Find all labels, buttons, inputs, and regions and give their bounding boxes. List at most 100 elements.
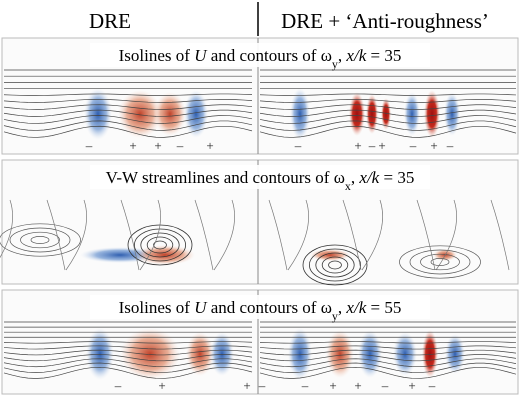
streamline-vortex	[146, 236, 174, 254]
streamline-vortex	[133, 228, 186, 262]
streamline-vortex	[399, 245, 481, 279]
streamline	[435, 199, 457, 271]
streamline-vortex	[420, 253, 460, 271]
isoline	[259, 93, 517, 96]
streamline-vortex	[315, 252, 355, 278]
sign-label: –	[258, 378, 266, 393]
sign-label: +	[154, 138, 161, 153]
streamline	[416, 199, 436, 271]
sign-label: +	[378, 138, 385, 153]
sign-label: –	[446, 138, 454, 153]
streamline-vortex	[302, 244, 368, 286]
sign-label: +	[408, 378, 415, 393]
isoline	[3, 345, 253, 350]
streamline	[194, 199, 214, 271]
streamline	[342, 199, 362, 271]
streamline-vortex	[30, 236, 50, 244]
title-part: Isolines of	[119, 46, 195, 65]
streamline	[361, 199, 383, 271]
title-part: ,	[351, 168, 360, 187]
title-part: = 55	[366, 298, 401, 317]
title-part: x/k	[358, 168, 379, 187]
title-part: = 35	[366, 46, 401, 65]
streamline	[120, 199, 140, 271]
title-part: U	[194, 46, 208, 65]
sign-label: –	[301, 378, 309, 393]
isoline	[259, 115, 517, 124]
streamline	[490, 199, 510, 271]
sign-label: –	[368, 138, 376, 153]
vorticity-contour	[444, 92, 460, 136]
vorticity-contour	[424, 90, 440, 138]
streamline-vortex	[153, 240, 167, 250]
streamline-vortex	[321, 256, 349, 274]
sign-label: +	[430, 138, 437, 153]
sign-label: –	[409, 138, 417, 153]
panels: Isolines of U and contours of ωy, x/k = …	[0, 37, 519, 395]
panel-row: Isolines of U and contours of ωy, x/k = …	[1, 37, 519, 155]
vorticity-contour	[404, 92, 420, 136]
vorticity-contour	[349, 92, 365, 136]
title-part: ,	[338, 46, 347, 65]
vorticity-contour	[86, 328, 114, 380]
vorticity-contour	[288, 328, 312, 380]
isoline	[3, 98, 253, 103]
isoline	[3, 104, 253, 110]
streamline	[268, 199, 288, 271]
streamline	[287, 199, 309, 271]
title-part: x/k	[345, 46, 366, 65]
panel-title: Isolines of U and contours of ωy, x/k = …	[119, 298, 402, 323]
isoline	[259, 354, 517, 362]
streamline	[65, 199, 87, 271]
panel-row: V-W streamlines and contours of ωx, x/k …	[0, 159, 519, 286]
streamline	[139, 199, 161, 271]
title-part: and contours of ω	[206, 298, 331, 317]
sign-label: –	[176, 138, 184, 153]
sign-label: –	[85, 138, 93, 153]
sign-label: +	[158, 378, 165, 393]
title-part: y	[332, 57, 338, 71]
isoline	[3, 362, 253, 373]
vorticity-contour	[186, 332, 214, 376]
isoline	[259, 366, 517, 379]
title-part: x	[345, 179, 351, 193]
isoline	[259, 362, 517, 373]
title-part: V-W streamlines and contours of ω	[106, 168, 345, 187]
sign-label: +	[354, 378, 361, 393]
sign-label: +	[206, 138, 213, 153]
sign-label: –	[381, 378, 389, 393]
title-part: Isolines of	[119, 298, 195, 317]
panel-title: V-W streamlines and contours of ωx, x/k …	[106, 168, 415, 193]
isoline	[259, 341, 517, 344]
isoline	[259, 345, 517, 350]
panel-row: Isolines of U and contours of ωy, x/k = …	[1, 289, 519, 395]
sign-label: +	[243, 378, 250, 393]
sign-label: +	[329, 378, 336, 393]
title-part: y	[332, 309, 338, 323]
streamline-vortex	[20, 231, 60, 249]
isoline	[3, 109, 253, 117]
isoline	[3, 366, 253, 379]
sign-label: –	[428, 378, 436, 393]
sign-label: –	[114, 378, 122, 393]
title-background	[90, 43, 430, 67]
isoline	[3, 125, 253, 138]
streamline	[0, 199, 13, 258]
isoline	[3, 341, 253, 344]
vorticity-contour	[381, 98, 391, 130]
streamline	[46, 199, 66, 271]
title-part: = 35	[379, 168, 414, 187]
streamline-vortex	[308, 248, 361, 282]
isoline	[3, 354, 253, 362]
streamline-vortex	[430, 258, 450, 266]
title-part: U	[194, 298, 208, 317]
sign-label: +	[129, 138, 136, 153]
vorticity-contour	[120, 328, 180, 380]
isoline	[3, 115, 253, 124]
streamline-vortex	[9, 227, 71, 253]
isoline	[259, 125, 517, 138]
isoline	[3, 358, 253, 368]
title-background	[90, 165, 430, 189]
isoline	[259, 349, 517, 356]
